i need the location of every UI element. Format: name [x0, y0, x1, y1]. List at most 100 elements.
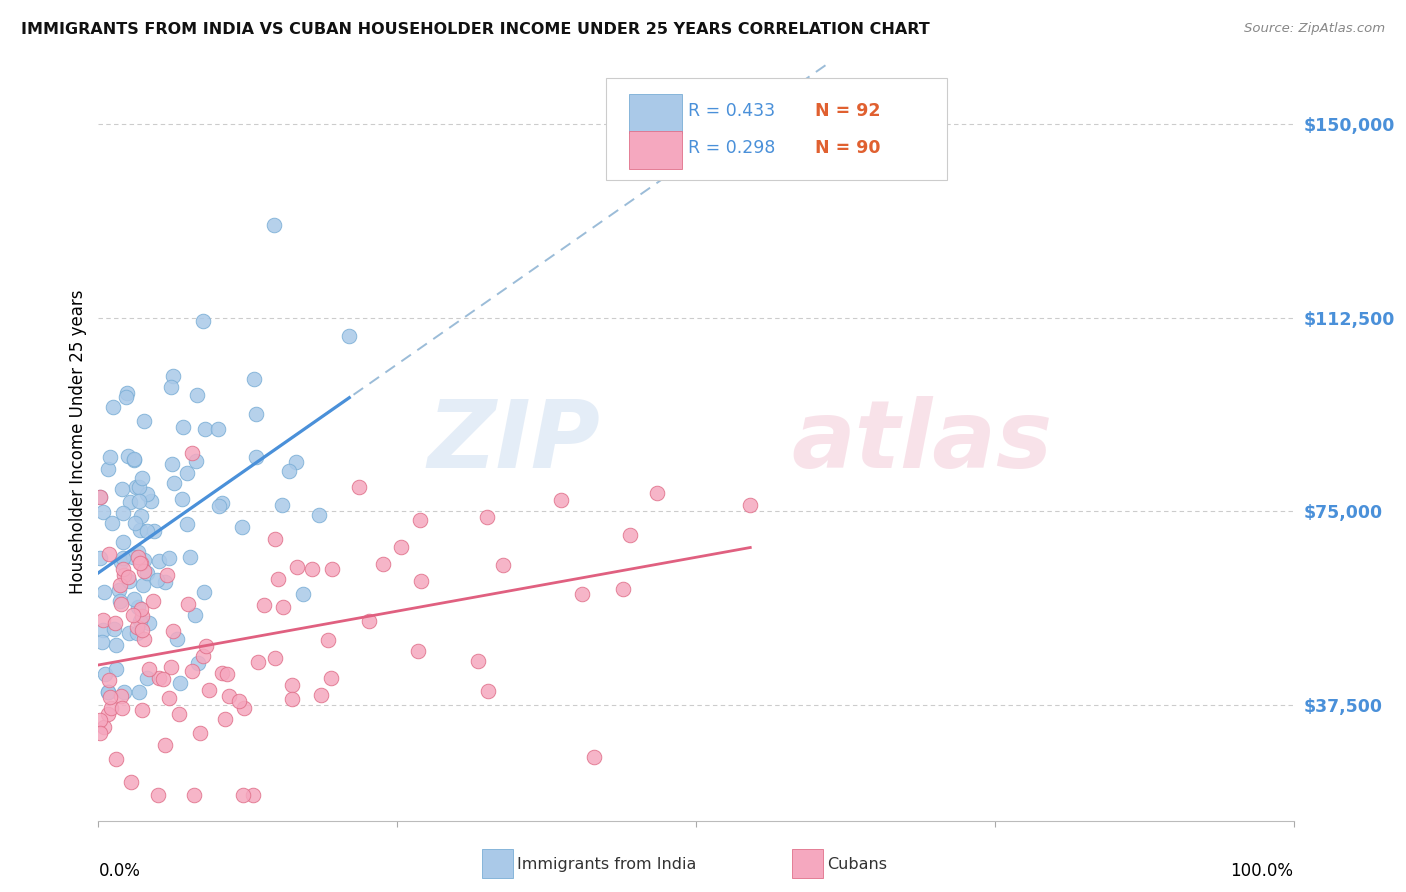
Point: [409, 512, 432, 526]
Point: [211, 496, 233, 510]
Point: [153, 738, 176, 752]
Point: [120, 775, 142, 789]
Point: [97, 707, 120, 722]
Point: [112, 684, 135, 698]
Point: [645, 486, 668, 500]
Text: Source: ZipAtlas.com: Source: ZipAtlas.com: [1244, 22, 1385, 36]
Point: [110, 597, 132, 611]
Text: R = 0.433: R = 0.433: [688, 103, 775, 120]
Point: [132, 578, 155, 592]
Point: [166, 632, 188, 647]
Point: [134, 565, 156, 579]
Point: [157, 550, 180, 565]
Point: [98, 450, 121, 464]
Point: [127, 599, 149, 614]
Point: [129, 602, 152, 616]
Point: [285, 560, 308, 574]
Point: [583, 750, 606, 764]
Point: [117, 570, 139, 584]
Point: [138, 616, 160, 631]
Point: [284, 455, 307, 469]
Point: [177, 597, 200, 611]
Point: [337, 329, 360, 343]
Point: [89, 725, 111, 739]
Point: [93, 585, 115, 599]
Point: [134, 553, 156, 567]
Point: [129, 556, 152, 570]
Point: [271, 498, 294, 512]
Point: [179, 550, 201, 565]
Point: [408, 643, 430, 657]
Point: [136, 487, 159, 501]
Point: [246, 655, 269, 669]
Point: [160, 380, 183, 394]
Point: [187, 656, 209, 670]
Point: [198, 682, 221, 697]
Point: [191, 313, 214, 327]
Point: [740, 498, 762, 512]
Point: [127, 626, 149, 640]
Point: [188, 726, 211, 740]
Point: [357, 614, 380, 628]
Point: [208, 500, 231, 514]
Point: [153, 575, 176, 590]
Point: [267, 572, 290, 586]
Point: [243, 372, 266, 386]
Point: [278, 464, 301, 478]
Point: [118, 625, 141, 640]
Point: [136, 524, 159, 538]
Point: [136, 566, 159, 580]
Point: [186, 388, 208, 402]
Point: [136, 672, 159, 686]
Point: [211, 666, 233, 681]
Point: [112, 534, 135, 549]
Point: [347, 479, 370, 493]
Point: [619, 527, 641, 541]
Point: [142, 593, 165, 607]
Point: [128, 524, 150, 538]
FancyBboxPatch shape: [628, 130, 682, 169]
Point: [167, 707, 190, 722]
Point: [253, 599, 276, 613]
Point: [117, 449, 139, 463]
Point: [118, 495, 141, 509]
Point: [93, 720, 115, 734]
Point: [242, 788, 264, 802]
Point: [228, 694, 250, 708]
Point: [124, 452, 146, 467]
Point: [131, 703, 153, 717]
Point: [104, 638, 127, 652]
Point: [111, 561, 134, 575]
Point: [170, 491, 193, 506]
Text: atlas: atlas: [792, 395, 1053, 488]
Point: [108, 594, 131, 608]
Point: [319, 671, 342, 685]
Point: [612, 582, 634, 597]
Point: [103, 622, 125, 636]
Point: [194, 639, 217, 653]
Point: [131, 624, 153, 638]
Point: [91, 623, 114, 637]
Point: [172, 419, 194, 434]
Point: [129, 556, 152, 570]
Point: [131, 471, 153, 485]
Point: [181, 664, 204, 678]
Point: [411, 574, 433, 588]
Point: [162, 368, 184, 383]
Point: [475, 510, 498, 524]
Point: [89, 551, 111, 566]
Point: [193, 649, 215, 664]
Point: [264, 533, 287, 547]
Point: [124, 516, 146, 530]
Point: [112, 568, 135, 582]
Point: [157, 690, 180, 705]
Point: [118, 574, 141, 588]
Point: [122, 550, 145, 565]
Point: [371, 557, 394, 571]
Point: [128, 480, 150, 494]
Point: [125, 620, 148, 634]
Point: [98, 690, 121, 704]
Point: [129, 509, 152, 524]
Point: [162, 458, 184, 472]
Point: [214, 712, 236, 726]
